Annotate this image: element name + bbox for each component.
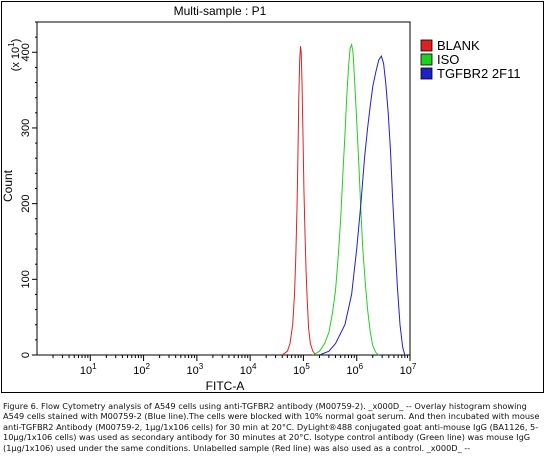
multiplier-exponent: 1 [7,42,16,47]
legend-label: TGFBR2 2F11 [437,66,521,81]
x-tick-exponent: 4 [252,362,257,371]
x-tick-base: 10 [133,365,145,377]
x-tick-base: 10 [187,365,199,377]
legend-swatch [420,53,433,66]
x-tick-exponent: 5 [305,362,310,371]
x-tick-label: 106 [346,362,363,377]
x-axis-label: FITC-A [206,379,245,393]
multiplier-close: ) [10,39,22,43]
series-line-iso [312,42,380,356]
x-tick-exponent: 6 [359,362,364,371]
x-tick-base: 10 [80,365,92,377]
series-line-blank [281,46,317,356]
x-tick-base: 10 [400,365,412,377]
x-tick-exponent: 2 [145,362,150,371]
legend-swatch [420,67,433,80]
x-tick-label: 107 [400,362,417,377]
x-tick-base: 10 [293,365,305,377]
chart-title: Multi-sample : P1 [174,4,267,18]
legend-label: ISO [437,52,459,67]
legend-swatch [420,39,433,52]
x-tick-exponent: 3 [199,362,204,371]
flow-cytometry-histogram: Multi-sample : P1 (x 101) Count FITC-A 0… [1,4,521,393]
x-tick-label: 104 [240,362,257,377]
x-tick-base: 10 [240,365,252,377]
y-multiplier-text: (x 101) [7,39,22,72]
y-tick-label: 0 [20,352,32,358]
x-tick-label: 101 [80,362,97,377]
series-line-tgfbr2-2f11 [319,54,406,356]
legend-label: BLANK [437,38,480,53]
x-tick-label: 105 [293,362,310,377]
chart-frame [1,1,544,393]
y-axis-label: Count [1,169,15,202]
x-tick-base: 10 [346,365,358,377]
y-multiplier-label: (x 101) [7,39,22,72]
y-tick-label: 400 [20,43,32,61]
series-layer [281,42,406,356]
figure-caption: Figure 6. Flow Cytometry analysis of A54… [3,401,542,453]
x-tick-exponent: 7 [412,362,417,371]
y-tick-label: 300 [20,119,32,137]
x-tick-exponent: 1 [92,362,97,371]
x-tick-label: 102 [133,362,150,377]
y-tick-label: 200 [20,194,32,212]
multiplier-base: (x 10 [10,47,22,71]
y-tick-label: 100 [20,270,32,288]
x-tick-label: 103 [187,362,204,377]
